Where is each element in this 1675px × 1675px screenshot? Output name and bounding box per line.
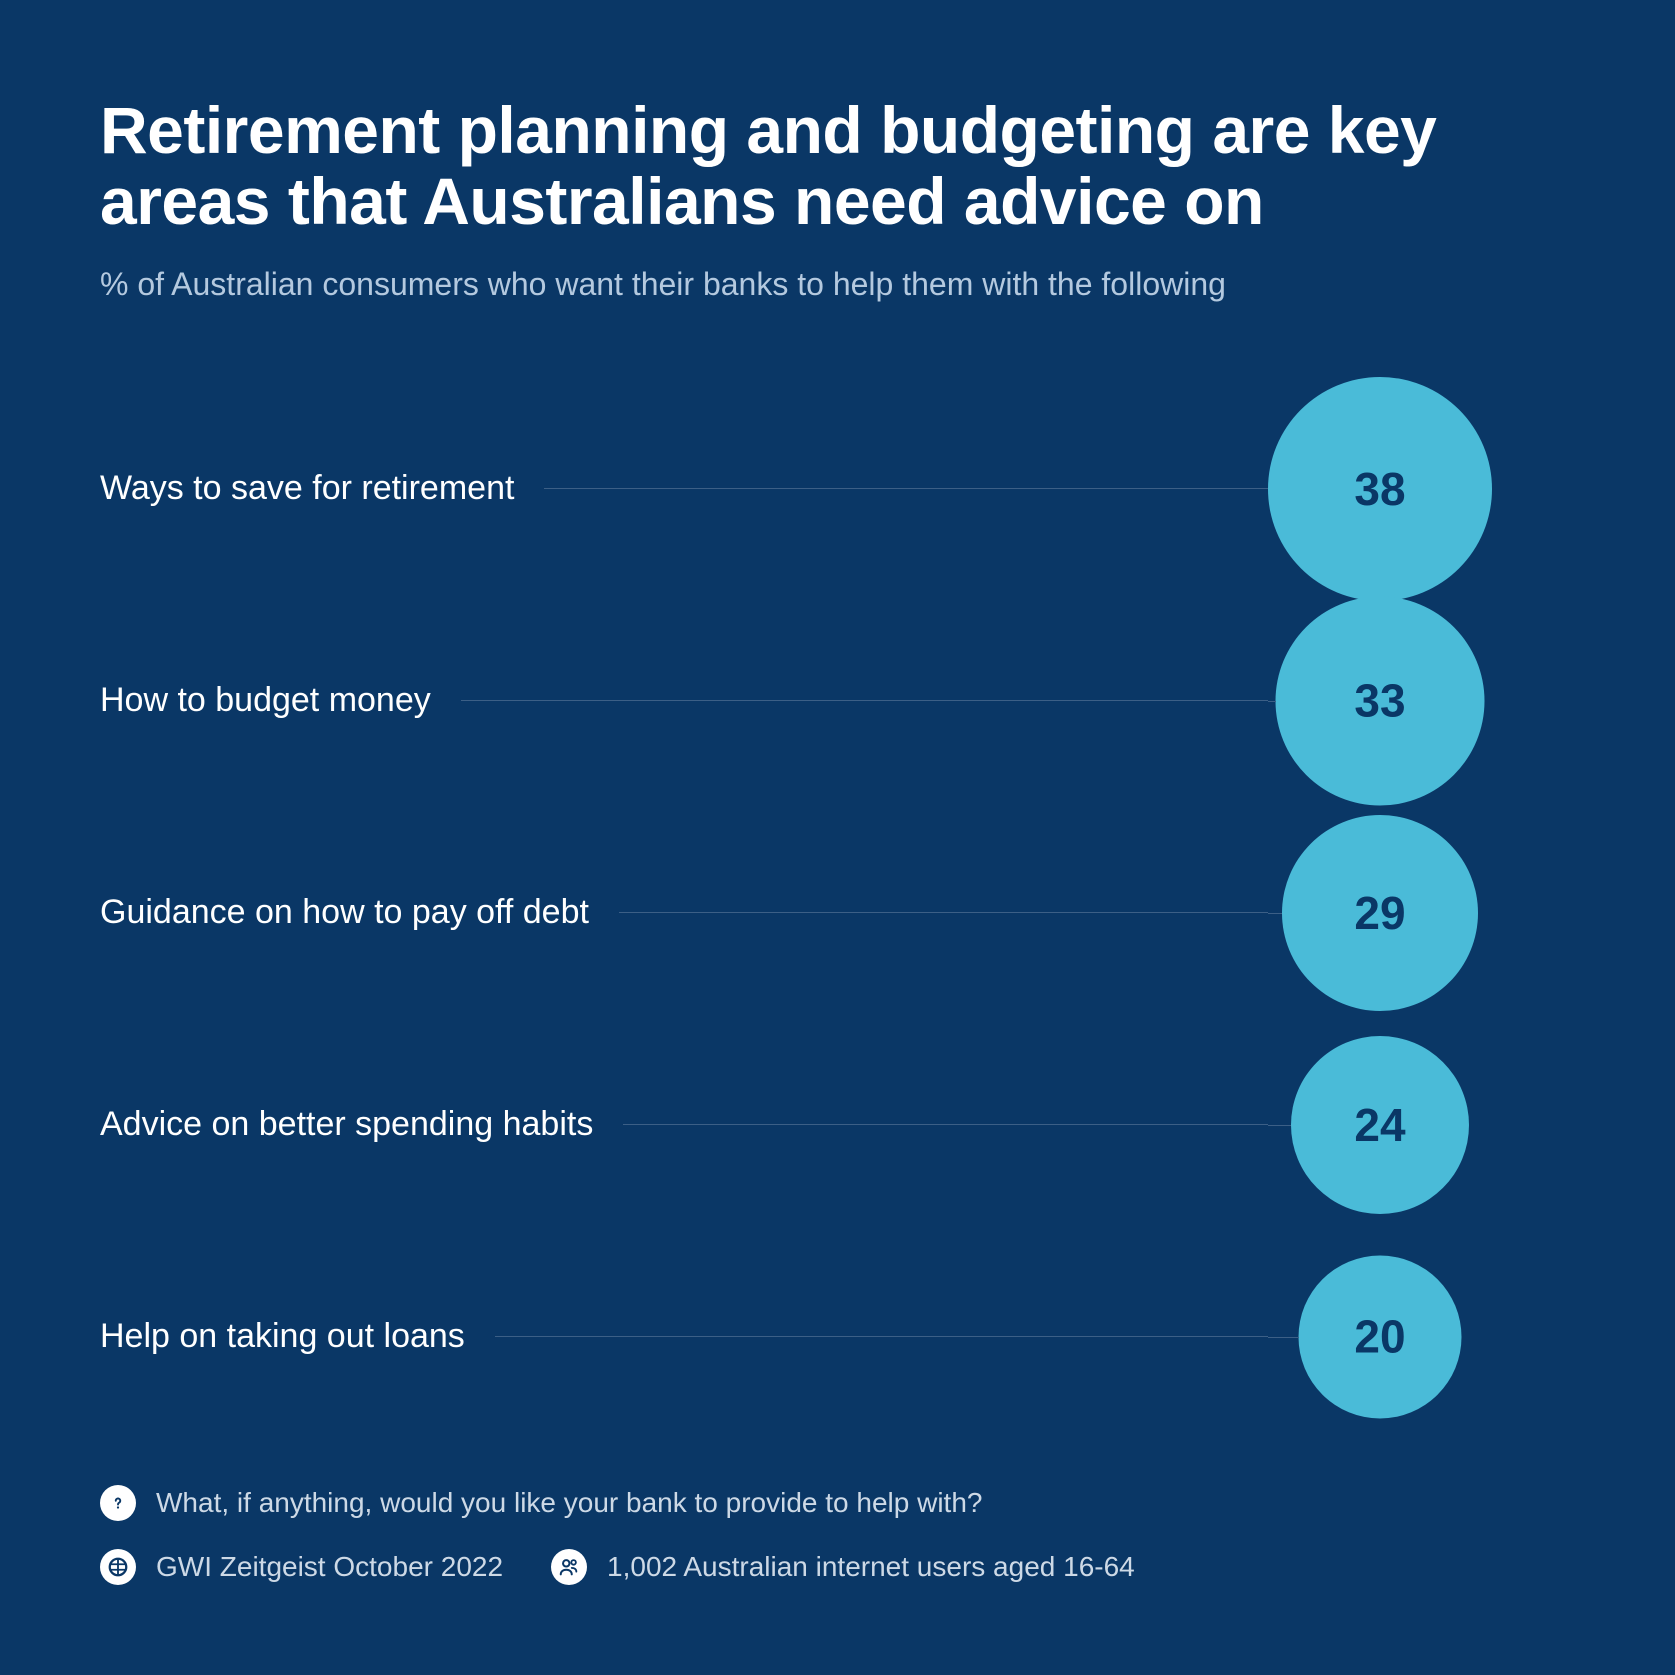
chart-row-line-ext bbox=[1268, 913, 1282, 914]
chart-bubble-slot: 20 bbox=[1268, 1255, 1492, 1418]
chart-row: How to budget money 33 bbox=[100, 595, 1575, 807]
bubble-chart: Ways to save for retirement 38 How to budg… bbox=[100, 383, 1575, 1443]
chart-row-line-ext bbox=[1268, 1337, 1299, 1338]
question-icon bbox=[100, 1485, 136, 1521]
chart-row-line bbox=[461, 700, 1268, 701]
chart-row-line bbox=[544, 488, 1268, 489]
chart-row-line-ext bbox=[1268, 1125, 1291, 1126]
chart-subtitle: % of Australian consumers who want their… bbox=[100, 266, 1575, 303]
footer-source-text: GWI Zeitgeist October 2022 bbox=[156, 1551, 503, 1583]
chart-bubble: 29 bbox=[1282, 815, 1478, 1011]
chart-row: Guidance on how to pay off debt 29 bbox=[100, 807, 1575, 1019]
chart-title: Retirement planning and budgeting are ke… bbox=[100, 95, 1575, 238]
footer-source-row: GWI Zeitgeist October 2022 1,002 Austral… bbox=[100, 1549, 1575, 1585]
sample-icon bbox=[551, 1549, 587, 1585]
chart-footer: What, if anything, would you like your b… bbox=[100, 1485, 1575, 1585]
footer-sample-group: 1,002 Australian internet users aged 16-… bbox=[551, 1549, 1135, 1585]
chart-row-left: Ways to save for retirement bbox=[100, 469, 1268, 508]
chart-row-left: Guidance on how to pay off debt bbox=[100, 893, 1268, 932]
chart-bubble: 24 bbox=[1291, 1036, 1469, 1214]
chart-bubble-slot: 38 bbox=[1268, 377, 1492, 601]
footer-source-group: GWI Zeitgeist October 2022 bbox=[100, 1549, 503, 1585]
footer-question-row: What, if anything, would you like your b… bbox=[100, 1485, 1575, 1521]
chart-bubble: 20 bbox=[1299, 1255, 1462, 1418]
chart-row-line bbox=[619, 912, 1268, 913]
chart-row-label: Advice on better spending habits bbox=[100, 1105, 623, 1144]
chart-row-label: Help on taking out loans bbox=[100, 1317, 495, 1356]
source-icon bbox=[100, 1549, 136, 1585]
chart-row-line bbox=[623, 1124, 1268, 1125]
chart-bubble-slot: 33 bbox=[1268, 596, 1492, 805]
chart-bubble-slot: 24 bbox=[1268, 1036, 1492, 1214]
chart-row-label: Guidance on how to pay off debt bbox=[100, 893, 619, 932]
chart-bubble: 33 bbox=[1276, 596, 1485, 805]
chart-bubble-value: 24 bbox=[1354, 1098, 1405, 1152]
chart-row-line bbox=[495, 1336, 1268, 1337]
chart-bubble-value: 38 bbox=[1354, 462, 1405, 516]
chart-bubble-slot: 29 bbox=[1268, 815, 1492, 1011]
chart-bubble-value: 20 bbox=[1354, 1310, 1405, 1364]
chart-row-label: How to budget money bbox=[100, 681, 461, 720]
chart-row: Ways to save for retirement 38 bbox=[100, 383, 1575, 595]
chart-row-label: Ways to save for retirement bbox=[100, 469, 544, 508]
chart-row-left: Help on taking out loans bbox=[100, 1317, 1268, 1356]
footer-sample-text: 1,002 Australian internet users aged 16-… bbox=[607, 1551, 1135, 1583]
chart-row: Help on taking out loans 20 bbox=[100, 1231, 1575, 1443]
infographic-canvas: Retirement planning and budgeting are ke… bbox=[0, 0, 1675, 1675]
chart-bubble-value: 29 bbox=[1354, 886, 1405, 940]
chart-bubble-value: 33 bbox=[1354, 674, 1405, 728]
chart-row: Advice on better spending habits 24 bbox=[100, 1019, 1575, 1231]
chart-bubble: 38 bbox=[1268, 377, 1492, 601]
chart-row-left: How to budget money bbox=[100, 681, 1268, 720]
footer-question-text: What, if anything, would you like your b… bbox=[156, 1487, 982, 1519]
chart-row-left: Advice on better spending habits bbox=[100, 1105, 1268, 1144]
chart-row-line-ext bbox=[1268, 701, 1276, 702]
